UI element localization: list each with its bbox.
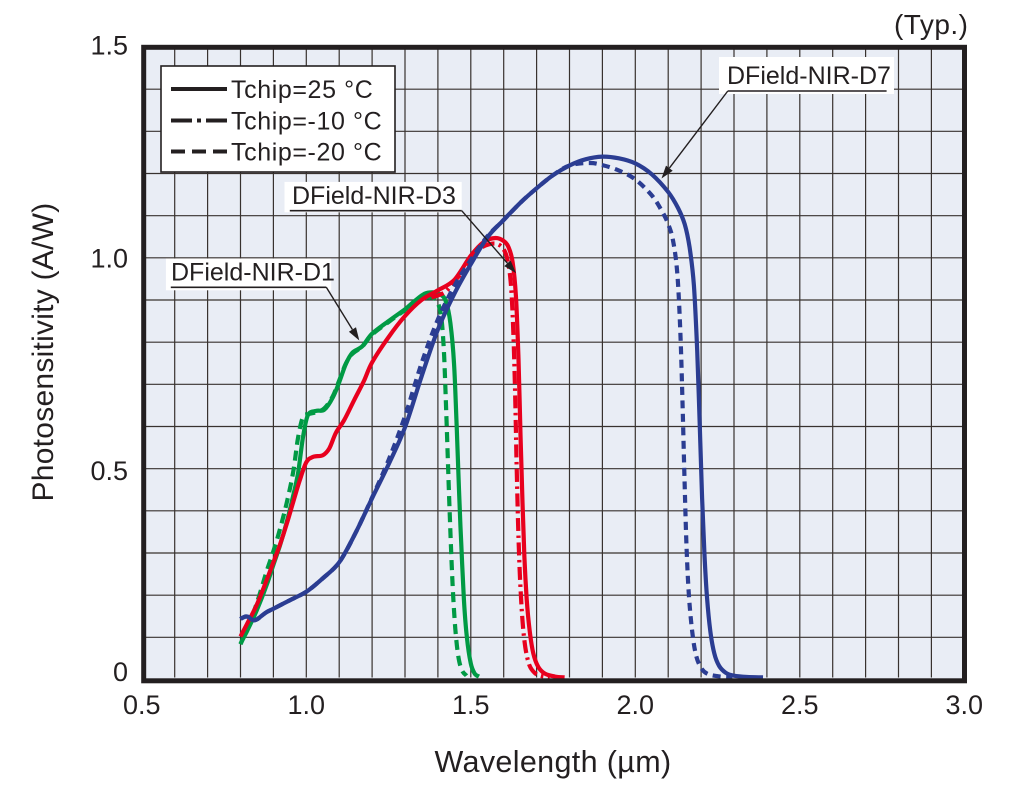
svg-text:Photosensitivity (A/W): Photosensitivity (A/W) <box>27 203 60 502</box>
svg-text:(Typ.): (Typ.) <box>894 9 969 40</box>
svg-text:0: 0 <box>113 657 128 687</box>
svg-text:0.5: 0.5 <box>90 456 128 486</box>
svg-text:DField-NIR-D3: DField-NIR-D3 <box>292 182 456 210</box>
svg-text:1.0: 1.0 <box>90 244 128 274</box>
svg-text:DField-NIR-D7: DField-NIR-D7 <box>727 62 891 90</box>
svg-text:Wavelength (µm): Wavelength (µm) <box>435 745 672 779</box>
svg-text:2.5: 2.5 <box>781 690 819 720</box>
svg-text:1.0: 1.0 <box>288 690 326 720</box>
svg-text:0.5: 0.5 <box>123 690 161 720</box>
svg-text:Tchip=-20 °C: Tchip=-20 °C <box>231 139 382 167</box>
svg-text:DField-NIR-D1: DField-NIR-D1 <box>171 259 335 287</box>
svg-text:1.5: 1.5 <box>452 690 490 720</box>
svg-text:2.0: 2.0 <box>617 690 655 720</box>
svg-text:1.5: 1.5 <box>90 31 128 61</box>
svg-text:3.0: 3.0 <box>946 690 984 720</box>
svg-text:Tchip=25 °C: Tchip=25 °C <box>231 76 373 104</box>
svg-text:Tchip=-10 °C: Tchip=-10 °C <box>231 108 382 136</box>
